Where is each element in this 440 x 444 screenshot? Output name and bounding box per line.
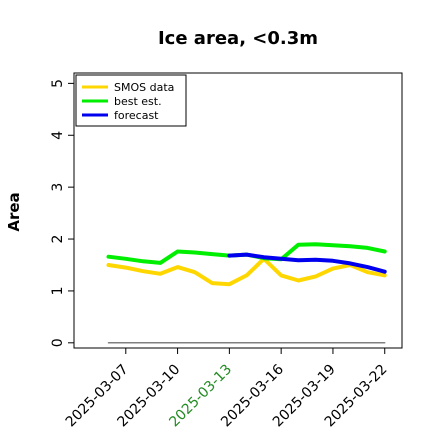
y-tick-label: 2 [50,235,66,244]
y-tick-label: 4 [50,131,66,140]
y-axis-label: Area [5,192,23,231]
series-line-smos [106,256,387,287]
legend-label-best-est: best est. [114,95,162,108]
legend: SMOS data best est. forecast [75,74,187,127]
legend-label-smos: SMOS data [114,81,174,94]
legend-label-forecast: forecast [114,109,159,122]
series-lines [106,242,387,344]
y-tick-label: 5 [50,79,66,88]
y-tick-label: 1 [50,286,66,295]
y-tick-label: 0 [50,338,66,347]
y-tick-label: 3 [50,183,66,192]
plot-frame [73,72,403,349]
series-line-forecast [227,252,387,274]
chart-title: Ice area, <0.3m [158,28,318,49]
